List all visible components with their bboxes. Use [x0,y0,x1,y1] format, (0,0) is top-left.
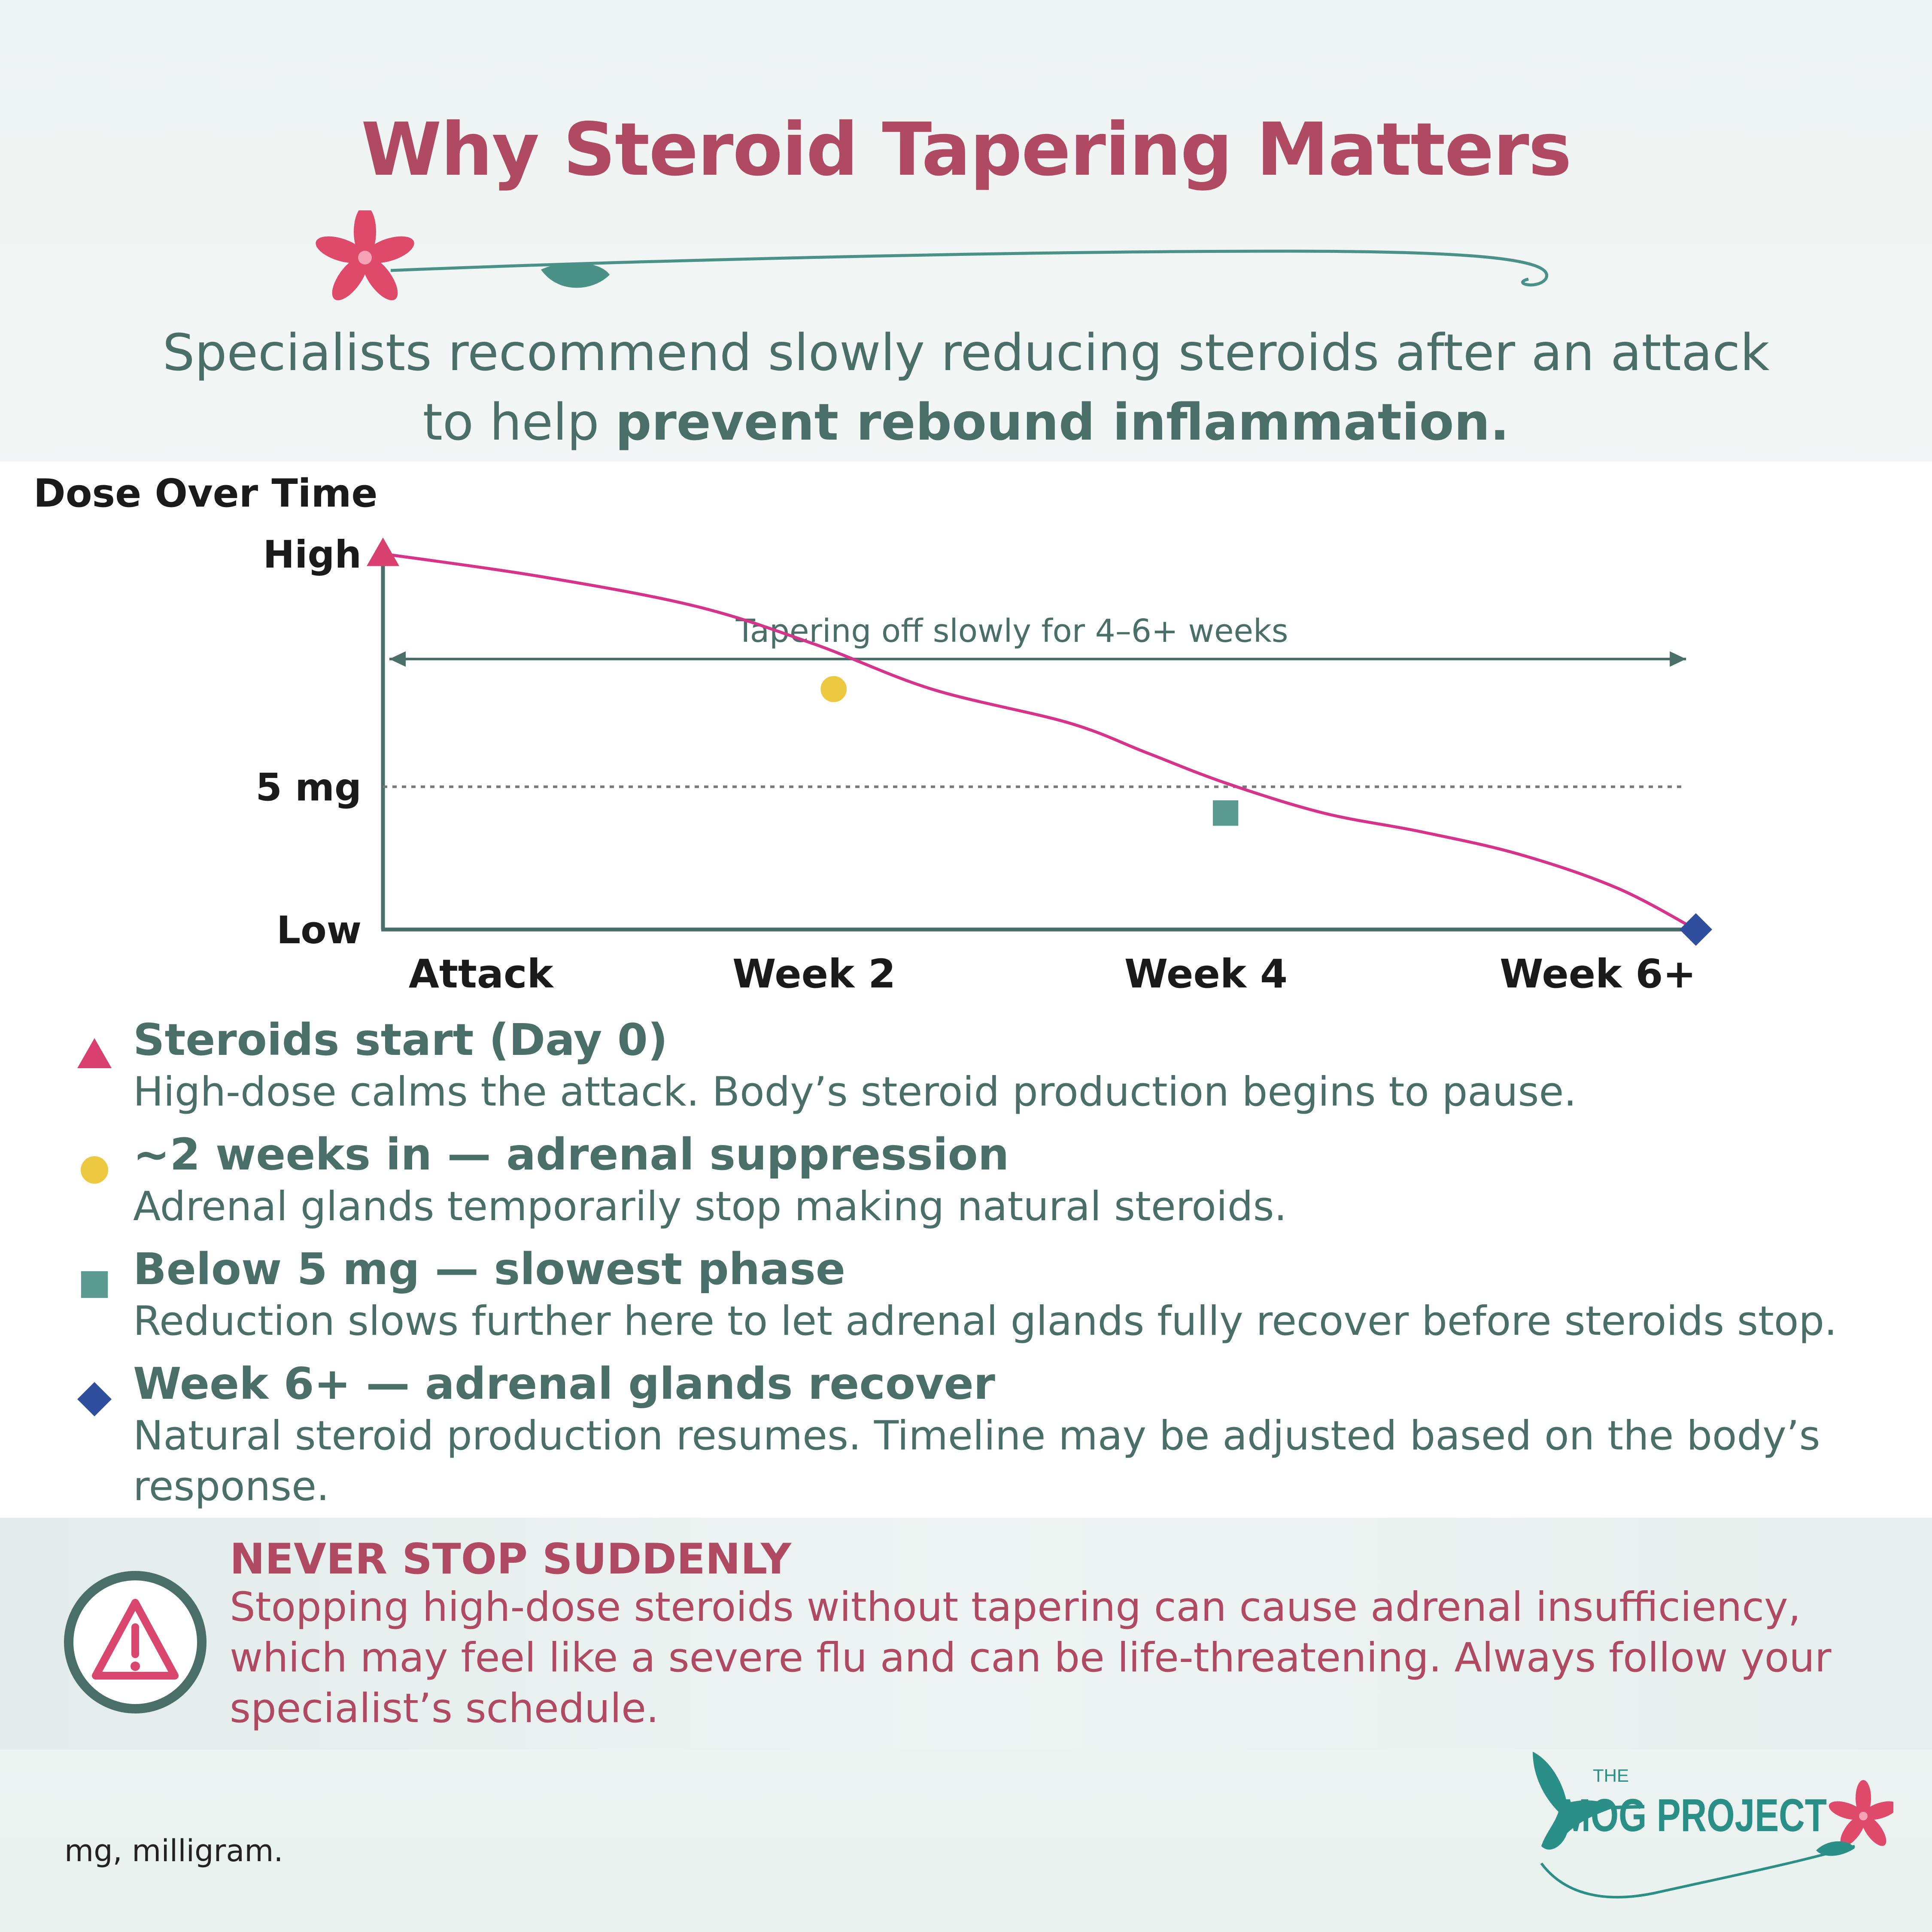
hummingbird-icon [1533,1752,1614,1850]
marker-diamond [1680,913,1712,946]
y-tick-label: Low [276,908,361,952]
subtitle: Specialists recommend slowly reducing st… [0,318,1932,457]
x-tick-label: Week 2 [732,951,896,997]
dose-curve [383,552,1697,931]
marker-triangle [367,538,399,566]
legend-heading: Steroids start (Day 0) [133,1015,668,1066]
page-title: Why Steroid Tapering Matters [361,107,1572,192]
legend-item: Week 6+ — adrenal glands recover Natural … [73,1357,1898,1512]
legend-shape-square [81,1271,108,1298]
subtitle-line-1: Specialists recommend slowly reducing st… [162,323,1770,382]
legend-description: Adrenal glands temporarily stop making n… [133,1183,1287,1230]
legend-item: Steroids start (Day 0) High-dose calms th… [73,1013,1898,1118]
legend-item: ~2 weeks in — adrenal suppression Adrenal… [73,1128,1898,1232]
mog-project-logo: THE MOG PROJECT [1533,1752,1893,1899]
legend-heading: ~2 weeks in — adrenal suppression [133,1129,1009,1180]
subtitle-prefix: to help [422,392,616,452]
logo-small-text: THE [1593,1765,1629,1786]
legend-heading: Week 6+ — adrenal glands recover [133,1358,995,1410]
legend-item: Below 5 mg — slowest phase Reduction slow… [73,1242,1898,1347]
x-tick-label: Week 6+ [1500,951,1696,997]
subtitle-emphasis: prevent rebound inflammation. [615,392,1510,452]
y-tick-label: High [263,532,361,577]
x-tick-label: Attack [409,951,554,997]
chart-title: Dose Over Time [33,471,377,516]
legend-marker-square [81,1271,108,1298]
footnote: mg, milligram. [64,1833,283,1868]
tapering-arrow-left-head [389,651,406,667]
chart-panel: Dose Over Time High 5 mg Low Attack Week 2 Wee… [0,462,1932,1518]
legend-description: Natural steroid production resumes. Time… [133,1413,1820,1510]
legend-heading: Below 5 mg — slowest phase [133,1244,845,1295]
marker-square [1212,800,1239,826]
x-tick-label: Week 4 [1124,951,1288,997]
y-tick-label: 5 mg [255,766,361,810]
tapering-annotation: Tapering off slowly for 4–6+ weeks [735,613,1288,650]
legend-shape-triangle [77,1038,112,1068]
flower-vine-decoration [316,210,1548,301]
tapering-arrow-right-head [1670,651,1686,667]
legend-description: High-dose calms the attack. Body’s stero… [133,1069,1577,1115]
legend-shape-diamond [77,1382,112,1416]
legend-marker-circle [81,1156,108,1184]
warning-text: Stopping high-dose steroids without tape… [230,1584,1832,1732]
legend-marker-triangle [77,1038,112,1068]
lily-icon [1829,1780,1893,1846]
warning-title: NEVER STOP SUDDENLY [230,1535,791,1584]
subtitle-line-2: to help prevent rebound inflammation. [0,387,1932,457]
legend-marker-diamond [77,1382,112,1416]
warning-panel: NEVER STOP SUDDENLY Stopping high-dose s… [0,1518,1932,1750]
marker-circle [820,676,847,702]
legend-shape-circle [81,1156,108,1184]
logo-main-text: MOG PROJECT [1561,1789,1827,1841]
warning-icon [64,1571,207,1713]
legend-description: Reduction slows further here to let adre… [133,1298,1837,1345]
legend: Steroids start (Day 0) High-dose calms th… [73,1013,1898,1522]
dose-chart: Dose Over Time High 5 mg Low Attack Week 2 Wee… [33,471,1712,997]
